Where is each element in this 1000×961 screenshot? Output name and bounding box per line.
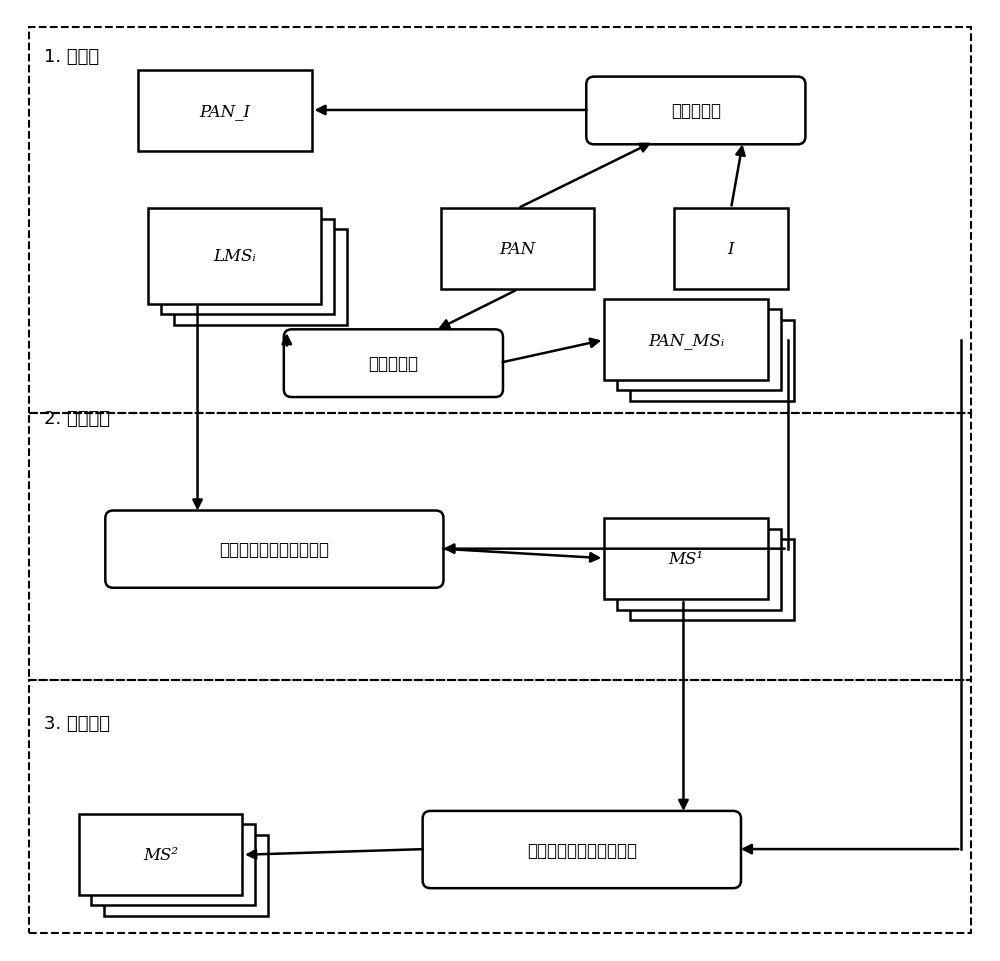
Bar — [674, 209, 788, 290]
Text: PAN_MSᵢ: PAN_MSᵢ — [648, 332, 724, 349]
Text: MS²: MS² — [143, 846, 178, 863]
Text: MS¹: MS¹ — [668, 551, 703, 568]
Bar — [104, 835, 268, 916]
Text: 2. 初步融合: 2. 初步融合 — [44, 409, 110, 428]
Bar — [29, 680, 971, 933]
Text: LMSᵢ: LMSᵢ — [213, 248, 256, 265]
Bar — [79, 814, 242, 895]
Text: 多通道导向滤波注入模型: 多通道导向滤波注入模型 — [219, 541, 329, 558]
Bar — [148, 209, 321, 305]
Text: 单通道导向滤波注入模型: 单通道导向滤波注入模型 — [527, 841, 637, 858]
Text: 1. 预处理: 1. 预处理 — [44, 47, 99, 65]
Text: 3. 细节增强: 3. 细节增强 — [44, 714, 110, 732]
FancyBboxPatch shape — [105, 511, 443, 588]
FancyBboxPatch shape — [284, 330, 503, 398]
Text: 直方图匹配: 直方图匹配 — [671, 103, 721, 120]
Bar — [91, 825, 255, 905]
FancyBboxPatch shape — [423, 811, 741, 888]
Bar — [441, 209, 594, 290]
Bar — [174, 230, 347, 325]
Bar — [604, 519, 768, 600]
Text: 直方图匹配: 直方图匹配 — [368, 355, 418, 373]
Bar — [617, 530, 781, 610]
Text: PAN_I: PAN_I — [199, 103, 250, 120]
Bar — [29, 28, 971, 414]
Bar — [29, 414, 971, 680]
Bar — [604, 300, 768, 381]
Bar — [161, 219, 334, 315]
Bar — [630, 539, 794, 621]
Bar — [630, 320, 794, 402]
Bar — [617, 310, 781, 391]
Text: PAN: PAN — [499, 241, 535, 258]
Text: I: I — [727, 241, 734, 258]
Bar — [138, 71, 312, 152]
FancyBboxPatch shape — [586, 78, 805, 145]
